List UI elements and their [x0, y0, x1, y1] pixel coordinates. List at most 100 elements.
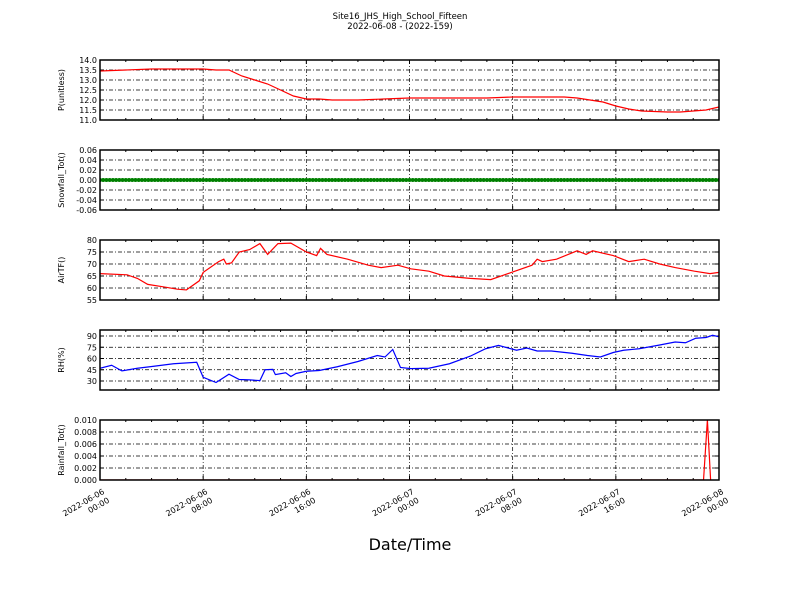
data-point	[555, 178, 560, 182]
data-point	[107, 178, 112, 182]
data-point	[639, 178, 644, 182]
data-point	[210, 178, 215, 182]
data-point	[523, 178, 528, 182]
panel-4: 0.000 0.002 0.004 0.006 0.008 0.010 Rainfall_T…	[57, 416, 720, 485]
data-point	[549, 178, 554, 182]
data-point	[652, 178, 657, 182]
data-point	[481, 178, 486, 182]
data-point	[139, 178, 144, 182]
data-point	[226, 178, 231, 182]
y-tick-label: -0.06	[76, 206, 97, 215]
data-point	[646, 178, 651, 182]
series-line	[100, 242, 719, 291]
data-point	[710, 178, 715, 182]
y-tick-label: 11.5	[79, 106, 97, 115]
data-point	[123, 178, 128, 182]
data-point	[455, 178, 460, 182]
data-point	[413, 178, 418, 182]
data-point	[468, 178, 473, 182]
panel-2: 55 60 65 70 75 80 AirTF()	[57, 236, 720, 305]
y-tick-label: -0.02	[76, 186, 97, 195]
y-tick-label: 0.02	[79, 166, 97, 175]
data-point	[194, 178, 199, 182]
data-point	[230, 178, 235, 182]
data-point	[127, 178, 132, 182]
data-point	[391, 178, 396, 182]
axes-frame	[99, 329, 720, 391]
y-axis-label: RH(%)	[57, 347, 66, 372]
data-point	[159, 178, 164, 182]
data-point	[394, 178, 399, 182]
data-point	[417, 178, 422, 182]
data-point	[433, 178, 438, 182]
data-point	[442, 178, 447, 182]
data-point	[239, 178, 244, 182]
data-point	[165, 178, 170, 182]
data-point	[684, 178, 689, 182]
series-group	[100, 178, 719, 182]
data-point	[517, 178, 522, 182]
data-point	[375, 178, 380, 182]
data-point	[355, 178, 360, 182]
data-point	[636, 178, 641, 182]
data-point	[246, 178, 251, 182]
data-point	[349, 178, 354, 182]
data-point	[243, 178, 248, 182]
y-tick-label: 0.010	[74, 416, 97, 425]
data-point	[488, 178, 493, 182]
data-point	[343, 178, 348, 182]
y-tick-label: 0.006	[74, 440, 97, 449]
data-point	[604, 178, 609, 182]
data-point	[262, 178, 267, 182]
series-group	[100, 68, 719, 113]
data-point	[265, 178, 270, 182]
data-point	[101, 178, 106, 182]
y-tick-label: 12.0	[79, 96, 97, 105]
data-point	[368, 178, 373, 182]
y-tick-label: 12.5	[79, 86, 97, 95]
y-tick-label: 60	[87, 355, 97, 364]
data-point	[214, 178, 219, 182]
data-point	[420, 178, 425, 182]
data-point	[536, 178, 541, 182]
panel-0: 11.011.512.012.513.013.514.0 P(unitless)	[57, 56, 720, 125]
data-point	[204, 178, 209, 182]
y-tick-label: 30	[87, 377, 97, 386]
y-tick-label: 70	[87, 260, 97, 269]
data-point	[259, 178, 264, 182]
data-point	[629, 178, 634, 182]
axes-frame	[99, 239, 720, 301]
data-point	[462, 178, 467, 182]
data-point	[110, 178, 115, 182]
data-point	[500, 178, 505, 182]
data-point	[568, 178, 573, 182]
y-tick-label: 45	[87, 366, 97, 375]
data-point	[404, 178, 409, 182]
series-line	[100, 68, 719, 113]
data-point	[401, 178, 406, 182]
data-point	[365, 178, 370, 182]
data-point	[562, 178, 567, 182]
data-point	[484, 178, 489, 182]
y-tick-label: 75	[87, 248, 97, 257]
y-tick-label: 75	[87, 343, 97, 352]
data-point	[491, 178, 496, 182]
y-tick-label: 0.00	[79, 176, 97, 185]
data-point	[626, 178, 631, 182]
data-point	[149, 178, 154, 182]
y-axis-label: Rainfall_Tot()	[57, 424, 66, 476]
data-point	[571, 178, 576, 182]
panel-1: -0.06-0.04-0.020.000.020.040.06 Snowfall_…	[57, 146, 720, 215]
y-tick-label: 0.008	[74, 428, 97, 437]
data-point	[104, 178, 109, 182]
data-point	[314, 178, 319, 182]
data-point	[378, 178, 383, 182]
data-point	[704, 178, 709, 182]
data-point	[333, 178, 338, 182]
data-point	[588, 178, 593, 182]
data-point	[526, 178, 531, 182]
